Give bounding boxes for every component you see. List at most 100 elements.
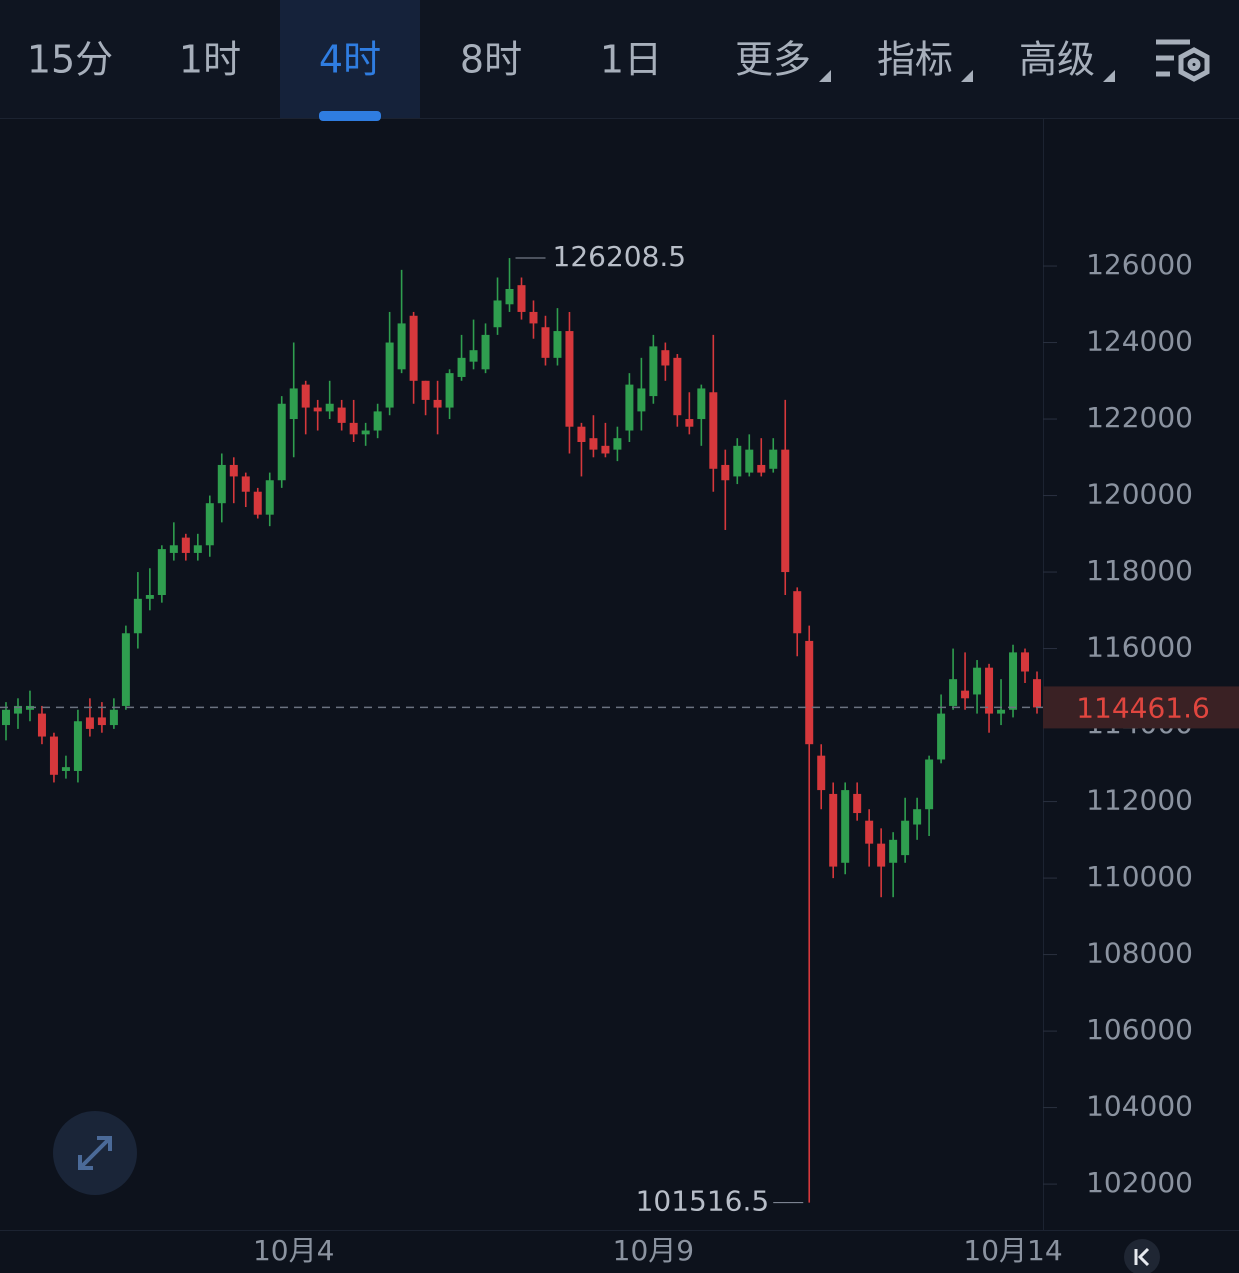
y-tick-label: 120000 bbox=[1086, 478, 1193, 511]
candle-body bbox=[613, 438, 622, 450]
candle-body bbox=[541, 327, 550, 358]
candle-body bbox=[361, 430, 370, 435]
candle-body bbox=[373, 411, 382, 431]
tab[interactable]: 高级 bbox=[1019, 38, 1115, 83]
low-label: 101516.5 bbox=[636, 1185, 770, 1218]
candle-body bbox=[997, 709, 1006, 714]
candle-body bbox=[889, 839, 898, 863]
settings-icon[interactable] bbox=[1156, 39, 1210, 82]
candle-body bbox=[817, 755, 826, 791]
candle-body bbox=[265, 480, 274, 515]
dropdown-arrow bbox=[819, 70, 831, 82]
active-tab-bg bbox=[280, 0, 420, 118]
y-tick-label: 126000 bbox=[1086, 248, 1193, 281]
candle-body bbox=[193, 545, 202, 553]
plot-area: 1020001040001060001080001100001120001140… bbox=[0, 240, 1239, 1267]
x-tick-label: 10月4 bbox=[253, 1234, 334, 1267]
candle-body bbox=[1033, 679, 1042, 708]
candle-body bbox=[601, 445, 610, 454]
candle-body bbox=[829, 793, 838, 867]
candle-body bbox=[769, 449, 778, 469]
tab[interactable]: 更多 bbox=[735, 38, 831, 83]
scroll-icon bbox=[1134, 1247, 1150, 1267]
candle-body bbox=[985, 667, 994, 714]
tab-label: 8时 bbox=[460, 38, 522, 82]
candle-body bbox=[661, 350, 670, 366]
candle-body bbox=[241, 476, 250, 492]
candle-body bbox=[181, 537, 190, 553]
tab[interactable]: 4时 bbox=[280, 0, 420, 121]
candle-body bbox=[853, 793, 862, 814]
candle-body bbox=[649, 346, 658, 397]
candle-body bbox=[73, 721, 82, 771]
candle-body bbox=[121, 633, 130, 706]
candle-body bbox=[697, 388, 706, 420]
candle-body bbox=[973, 667, 982, 695]
x-tick-label: 10月14 bbox=[963, 1234, 1062, 1267]
candle-body bbox=[409, 315, 418, 381]
candle-body bbox=[217, 464, 226, 504]
candle-body bbox=[709, 392, 718, 469]
candle-body bbox=[841, 790, 850, 863]
active-tab-indicator bbox=[319, 111, 381, 121]
tab[interactable]: 8时 bbox=[460, 38, 522, 82]
candle-body bbox=[349, 422, 358, 435]
candle-body bbox=[733, 445, 742, 477]
candle-body bbox=[421, 380, 430, 400]
candle-body bbox=[685, 419, 694, 427]
candle-body bbox=[85, 717, 94, 729]
candle-body bbox=[325, 403, 334, 412]
candle-body bbox=[289, 388, 298, 420]
candle-body bbox=[157, 549, 166, 596]
candle-body bbox=[805, 640, 814, 745]
candle-body bbox=[1, 709, 10, 726]
candle-body bbox=[337, 407, 346, 423]
tab-label: 更多 bbox=[735, 38, 811, 82]
candle-body bbox=[433, 399, 442, 408]
tab[interactable]: 指标 bbox=[877, 38, 973, 83]
candle-body bbox=[37, 713, 46, 737]
icon-hex bbox=[1178, 47, 1210, 82]
candle-body bbox=[517, 285, 526, 312]
candle-body bbox=[445, 373, 454, 408]
candle-body bbox=[229, 464, 238, 477]
candle-body bbox=[925, 759, 934, 810]
candle-body bbox=[13, 705, 22, 714]
scroll-end-button[interactable] bbox=[1124, 1239, 1160, 1273]
dropdown-arrow bbox=[1103, 70, 1115, 82]
candle-body bbox=[553, 331, 562, 358]
candle-body bbox=[49, 736, 58, 775]
x-tick-label: 10月9 bbox=[613, 1234, 694, 1267]
candle-body bbox=[961, 690, 970, 699]
candle-body bbox=[145, 595, 154, 599]
toolbar bbox=[0, 0, 1239, 118]
tab[interactable]: 1时 bbox=[179, 38, 241, 82]
candle-body bbox=[109, 709, 118, 726]
high-label: 126208.5 bbox=[553, 240, 687, 273]
candle-body bbox=[301, 384, 310, 408]
candle-body bbox=[1021, 652, 1030, 672]
candle-body bbox=[397, 323, 406, 370]
icon-dot bbox=[1187, 58, 1201, 71]
candle-body bbox=[385, 342, 394, 408]
expand-button[interactable] bbox=[53, 1111, 137, 1195]
candle-body bbox=[469, 350, 478, 362]
candle-body bbox=[493, 300, 502, 328]
candle-body bbox=[277, 403, 286, 481]
tab-label: 4时 bbox=[319, 38, 381, 82]
tab[interactable]: 1日 bbox=[600, 38, 662, 82]
candle-body bbox=[481, 334, 490, 370]
y-tick-label: 122000 bbox=[1086, 401, 1193, 434]
candle-body bbox=[1009, 652, 1018, 710]
tab[interactable]: 15分 bbox=[27, 38, 113, 82]
candle-body bbox=[901, 820, 910, 856]
tab-label: 高级 bbox=[1019, 38, 1095, 82]
candle-body bbox=[781, 449, 790, 573]
candle-body bbox=[577, 426, 586, 442]
candle-body bbox=[505, 288, 514, 305]
candle-body bbox=[721, 464, 730, 481]
candle-body bbox=[61, 767, 70, 771]
candle-body bbox=[637, 388, 646, 412]
